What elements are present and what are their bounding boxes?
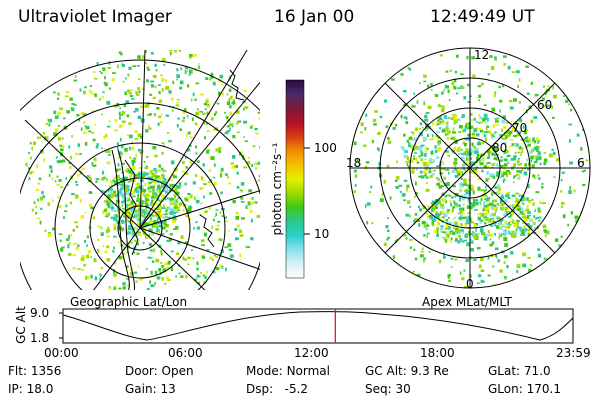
mlt-label-12: 12 — [474, 48, 490, 62]
colorbar-unit-label: photon cm⁻²s⁻¹ — [270, 142, 284, 236]
status-door: Door: Open — [125, 364, 194, 378]
mlat-label-70: 70 — [512, 121, 528, 135]
auroral-emission-left — [25, 50, 260, 290]
timeline-xtick-2359: 23:59 — [556, 346, 591, 360]
status-glat: GLat: 71.0 — [488, 364, 551, 378]
timeline-ytick-low: 1.8 — [30, 331, 50, 345]
auroral-emission-right — [353, 54, 589, 288]
colorbar-tick-100: 100 — [314, 141, 337, 155]
mlat-label-80: 80 — [492, 141, 508, 155]
status-glon: GLon: 170.1 — [488, 382, 561, 396]
status-mode: Mode: Normal — [246, 364, 330, 378]
apex-polar-image — [349, 47, 591, 289]
status-seq: Seq: 30 — [365, 382, 411, 396]
geographic-image — [20, 50, 260, 290]
timeline-axis-label: GC Alt — [14, 306, 28, 344]
right-panel-caption: Apex MLat/MLT — [422, 295, 512, 309]
color-bar — [285, 79, 310, 279]
status-dsp: Dsp: -5.2 — [246, 382, 309, 396]
timeline-ytick-high: 9.0 — [30, 306, 50, 320]
status-flt: Flt: 1356 — [8, 364, 62, 378]
altitude-timeline — [59, 308, 574, 344]
timeline-xtick-0000: 00:00 — [44, 346, 79, 360]
mlt-label-6: 6 — [577, 156, 585, 170]
time-label: 12:49:49 UT — [430, 7, 535, 27]
instrument-title: Ultraviolet Imager — [18, 7, 172, 27]
status-gc-alt: GC Alt: 9.3 Re — [365, 364, 449, 378]
mlt-label-0: 0 — [466, 277, 474, 291]
mlat-label-60: 60 — [537, 98, 553, 112]
polar-grid — [349, 47, 591, 289]
timeline-xtick-0600: 06:00 — [168, 346, 203, 360]
status-gain: Gain: 13 — [125, 382, 176, 396]
date-label: 16 Jan 00 — [274, 7, 355, 27]
timeline-xtick-1200: 12:00 — [294, 346, 329, 360]
timeline-xtick-1800: 18:00 — [420, 346, 455, 360]
geographic-grid — [20, 50, 260, 290]
status-ip: IP: 18.0 — [8, 382, 54, 396]
left-panel-caption: Geographic Lat/Lon — [70, 295, 188, 309]
mlt-label-18: 18 — [346, 156, 362, 170]
colorbar-tick-10: 10 — [314, 227, 330, 241]
